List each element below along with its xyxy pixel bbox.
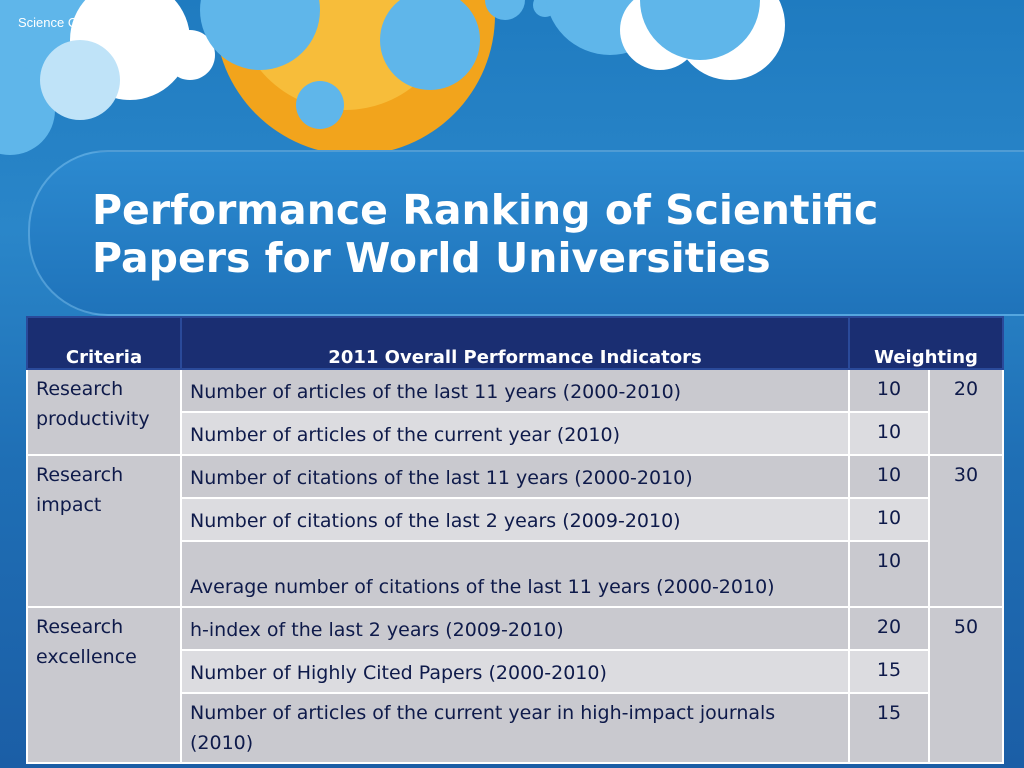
title-band [28,150,1024,316]
indicator-cell: Number of articles of the current year (… [180,411,850,456]
footer-note: Science Online - 2013 [18,15,146,30]
weight-cell: 20 [848,606,930,651]
performance-table: Criteria 2011 Overall Performance Indica… [26,316,1005,764]
indicator-cell: Average number of citations of the last … [180,540,850,608]
table-row: Average number of citations of the last … [27,540,1003,608]
weight-cell: 15 [848,649,930,694]
indicator-cell: Number of citations of the last 2 years … [180,497,850,542]
weight-cell: 15 [848,692,930,764]
weight-cell: 10 [848,497,930,542]
indicator-cell: Number of articles of the current year i… [180,692,850,764]
table-row: Number of articles of the current year i… [27,692,1003,764]
weight-total-cell: 20 [927,368,1005,456]
criteria-cell: Research impact [26,454,182,608]
weight-cell: 10 [848,454,930,499]
table-row: Number of Highly Cited Papers (2000-2010… [27,649,1003,694]
title-line-2: Papers for World Universities [92,234,771,282]
table-row: Number of citations of the last 2 years … [27,497,1003,542]
header-criteria: Criteria [26,316,182,370]
weight-total-cell: 50 [927,606,1005,764]
weight-total-cell: 30 [927,454,1005,608]
weight-cell: 10 [848,540,930,608]
sky-decoration [0,0,785,155]
indicator-cell: Number of Highly Cited Papers (2000-2010… [180,649,850,694]
header-weighting: Weighting [847,316,1005,370]
criteria-cell: Research excellence [26,606,182,764]
title-line-1: Performance Ranking of Scientific [92,186,879,234]
indicator-cell: Number of articles of the last 11 years … [180,368,850,413]
weight-cell: 10 [848,368,930,413]
criteria-cell: Research productivity [26,368,182,456]
table-header-row: Criteria 2011 Overall Performance Indica… [26,316,1005,370]
table-row: Number of articles of the current year (… [27,411,1003,456]
table-row: Research excellence h-index of the last … [26,606,1005,764]
table-row: Research productivity Number of articles… [26,368,1005,456]
indicator-cell: h-index of the last 2 years (2009-2010) [180,606,850,651]
indicator-cell: Number of citations of the last 11 years… [180,454,850,499]
header-indicators: 2011 Overall Performance Indicators [180,316,850,370]
weight-cell: 10 [848,411,930,456]
table-row: Research impact Number of citations of t… [26,454,1005,608]
slide-title: Performance Ranking of Scientific Papers… [92,186,952,282]
